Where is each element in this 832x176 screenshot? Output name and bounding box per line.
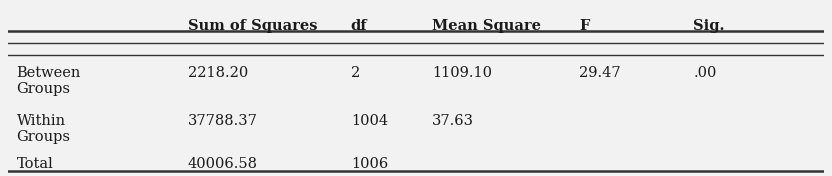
Text: df: df [351,19,368,33]
Text: Total: Total [17,157,53,171]
Text: 1004: 1004 [351,114,388,128]
Text: Within
Groups: Within Groups [17,114,71,144]
Text: 1006: 1006 [351,157,388,171]
Text: 37788.37: 37788.37 [188,114,258,128]
Text: 2218.20: 2218.20 [188,66,248,80]
Text: Mean Square: Mean Square [433,19,542,33]
Text: F: F [579,19,589,33]
Text: 2: 2 [351,66,360,80]
Text: 40006.58: 40006.58 [188,157,258,171]
Text: 1109.10: 1109.10 [433,66,493,80]
Text: 29.47: 29.47 [579,66,621,80]
Text: Between
Groups: Between Groups [17,66,81,96]
Text: .00: .00 [693,66,716,80]
Text: 37.63: 37.63 [433,114,474,128]
Text: Sig.: Sig. [693,19,725,33]
Text: Sum of Squares: Sum of Squares [188,19,317,33]
